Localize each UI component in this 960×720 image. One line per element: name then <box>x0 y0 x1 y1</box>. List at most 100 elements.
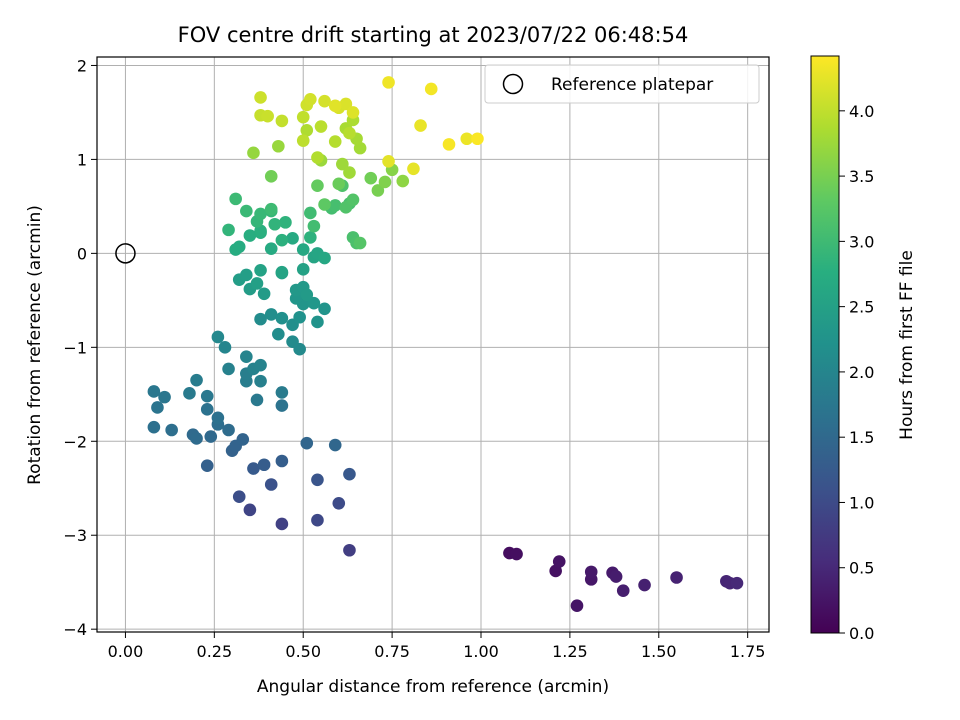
data-point <box>147 420 161 434</box>
y-axis: −4 −3 −2 −1 0 1 2 <box>63 56 97 639</box>
data-point <box>200 389 214 403</box>
x-tick-label: 0.00 <box>108 642 144 661</box>
data-point <box>730 576 744 590</box>
data-point <box>247 146 260 160</box>
data-point <box>584 565 598 579</box>
data-point <box>240 204 253 218</box>
data-point <box>442 138 456 151</box>
data-point <box>261 109 274 123</box>
data-point <box>279 216 292 229</box>
data-point <box>236 433 250 446</box>
data-point <box>275 311 289 325</box>
data-point <box>332 177 346 191</box>
data-point <box>254 312 267 326</box>
data-point <box>510 547 523 561</box>
data-point <box>275 517 289 531</box>
data-point <box>211 411 225 425</box>
data-point <box>304 206 317 220</box>
data-point <box>151 401 164 414</box>
data-point <box>346 106 360 119</box>
data-point <box>328 199 342 212</box>
x-axis: 0.00 0.25 0.50 0.75 1.00 1.25 1.50 1.75 <box>108 632 765 661</box>
data-point <box>158 390 171 404</box>
data-point <box>328 135 342 148</box>
y-tick-label: −3 <box>63 526 87 545</box>
x-tick-label: 1.50 <box>641 642 677 661</box>
colorbar-tick-label: 3.0 <box>849 232 874 251</box>
colorbar-gradient <box>810 55 840 634</box>
y-tick-label: −4 <box>63 620 87 639</box>
data-point <box>296 134 310 147</box>
y-tick-label: 2 <box>77 56 87 75</box>
data-point <box>332 496 346 510</box>
data-point <box>616 584 630 597</box>
data-point <box>307 219 321 233</box>
data-point <box>232 490 246 504</box>
colorbar-tick-label: 0.0 <box>849 624 874 643</box>
data-point <box>638 578 651 592</box>
data-point <box>318 251 331 265</box>
data-point <box>257 287 271 301</box>
data-point <box>296 263 310 276</box>
data-point <box>314 120 328 133</box>
data-point <box>396 174 410 188</box>
data-point <box>670 571 683 584</box>
data-point <box>229 192 242 206</box>
data-point <box>300 288 314 302</box>
data-point <box>275 114 289 128</box>
data-point <box>414 119 427 132</box>
data-point <box>254 91 267 104</box>
colorbar-tick-label: 3.5 <box>849 167 874 186</box>
data-point <box>264 170 278 183</box>
data-point <box>296 110 310 124</box>
legend-label: Reference platepar <box>551 75 713 95</box>
y-tick-label: −1 <box>63 338 87 357</box>
data-point <box>254 374 267 388</box>
data-point <box>328 99 342 113</box>
grid-lines <box>97 57 769 632</box>
data-point <box>268 217 282 231</box>
data-point <box>264 478 278 491</box>
data-point <box>183 387 196 400</box>
legend-marker <box>502 73 524 95</box>
colorbar: 0.0 0.5 1.0 1.5 2.0 2.5 3.0 3.5 4.0 Hours from f… <box>810 55 917 643</box>
data-point <box>250 277 264 290</box>
x-axis-label: Angular distance from reference (arcmin) <box>257 677 609 697</box>
data-point <box>460 132 474 146</box>
colorbar-tick-label: 0.5 <box>849 559 874 578</box>
data-point <box>311 513 324 527</box>
x-tick-label: 0.75 <box>374 642 410 661</box>
data-point <box>200 459 214 473</box>
colorbar-tick-label: 1.5 <box>849 428 874 447</box>
data-point <box>147 385 161 398</box>
data-point <box>371 184 385 197</box>
colorbar-tick-label: 2.0 <box>849 363 874 382</box>
data-point <box>222 423 235 437</box>
x-tick-label: 1.00 <box>463 642 499 661</box>
data-point <box>343 126 356 140</box>
colorbar-ticks: 0.0 0.5 1.0 1.5 2.0 2.5 3.0 3.5 4.0 <box>839 102 874 643</box>
data-point <box>378 175 392 189</box>
data-point <box>240 350 253 364</box>
data-point <box>307 296 321 310</box>
colorbar-tick-label: 1.0 <box>849 493 874 512</box>
data-point <box>336 157 349 171</box>
data-point <box>300 123 314 137</box>
y-axis-label: Rotation from reference (arcmin) <box>25 205 45 485</box>
data-point <box>318 302 331 316</box>
x-tick-label: 0.25 <box>197 642 233 661</box>
colorbar-tick-label: 2.5 <box>849 298 874 317</box>
data-point <box>286 335 299 348</box>
data-point <box>328 438 342 452</box>
data-point <box>382 154 395 168</box>
data-point <box>275 399 289 412</box>
data-point <box>343 467 356 481</box>
data-point <box>570 599 584 612</box>
data-point <box>339 97 353 111</box>
data-point <box>254 358 267 372</box>
data-point <box>254 207 267 221</box>
legend-box <box>484 64 760 104</box>
y-tick-label: 0 <box>77 244 87 263</box>
data-point <box>353 236 367 250</box>
